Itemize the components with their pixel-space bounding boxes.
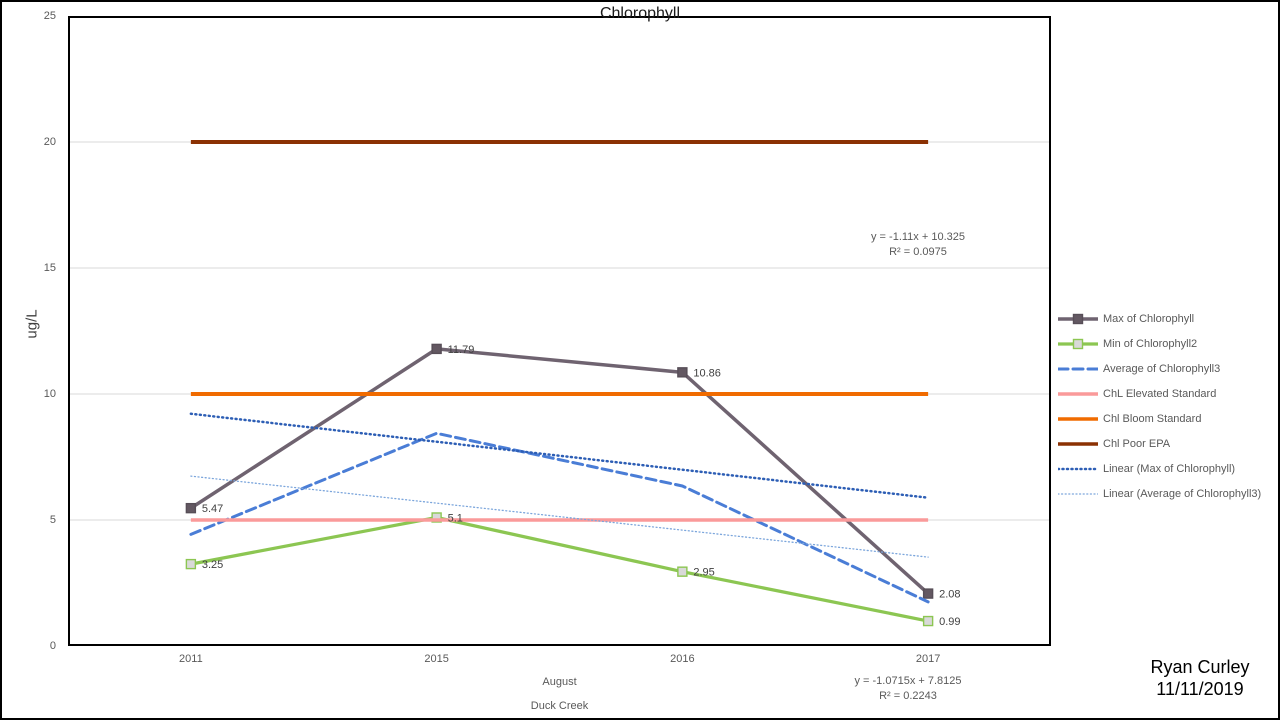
x-axis-group-label-month: August <box>542 676 577 688</box>
marker-min-of-chlorophyll2 <box>677 566 688 577</box>
y-tick-10: 10 <box>43 388 56 400</box>
legend-marker-sample <box>1072 338 1084 349</box>
legend-key-chl-bloom-standard <box>1058 416 1098 421</box>
legend-item-linear-average-of-chlorophyll3: Linear (Average of Chlorophyll3) <box>1058 481 1261 506</box>
data-label-min-of-chlorophyll2: 2.95 <box>693 567 714 579</box>
legend-item-chl-elevated-standard: ChL Elevated Standard <box>1058 381 1261 406</box>
x-tick-2016: 2016 <box>670 653 695 665</box>
legend-key-max-of-chlorophyll <box>1058 313 1098 324</box>
marker-min-of-chlorophyll2 <box>922 615 934 627</box>
data-label-min-of-chlorophyll2: 5.1 <box>448 512 463 524</box>
plot-area: 5.47 11.79 10.86 2.08 3.25 5.1 2.95 0.99 <box>68 16 1051 646</box>
data-label-min-of-chlorophyll2: 0.99 <box>939 616 960 628</box>
chart-legend: Max of Chlorophyll Min of Chlorophyll2 Ave… <box>1058 306 1261 506</box>
data-label-max-of-chlorophyll: 2.08 <box>939 589 960 601</box>
legend-item-average-of-chlorophyll3: Average of Chlorophyll3 <box>1058 356 1261 381</box>
legend-key-chl-elevated-standard <box>1058 391 1098 396</box>
legend-key-min-of-chlorophyll2 <box>1058 338 1098 349</box>
marker-max-of-chlorophyll <box>922 588 934 599</box>
credit-name: Ryan Curley <box>1150 657 1250 677</box>
legend-item-chl-poor-epa: Chl Poor EPA <box>1058 431 1261 456</box>
x-tick-2011: 2011 <box>179 653 203 665</box>
trendline-equation-max-r2: R² = 0.0975 <box>889 246 947 258</box>
marker-min-of-chlorophyll2 <box>431 512 442 523</box>
legend-key-average-of-chlorophyll3 <box>1058 367 1098 370</box>
plot-svg: 5.47 11.79 10.86 2.08 3.25 5.1 2.95 0.99 <box>68 16 1051 646</box>
legend-item-linear-max-of-chlorophyll: Linear (Max of Chlorophyll) <box>1058 456 1261 481</box>
x-tick-2015: 2015 <box>424 653 449 665</box>
trendline-equation-average-r2: R² = 0.2243 <box>879 690 937 702</box>
x-tick-2017: 2017 <box>915 653 941 665</box>
series-line-max-of-chlorophyll <box>189 347 930 595</box>
marker-max-of-chlorophyll <box>431 343 442 355</box>
legend-label-linear-max-of-chlorophyll: Linear (Max of Chlorophyll) <box>1103 462 1236 475</box>
y-tick-15: 15 <box>43 262 56 274</box>
legend-label-average-of-chlorophyll3: Average of Chlorophyll3 <box>1103 362 1221 375</box>
marker-min-of-chlorophyll2 <box>185 558 197 570</box>
legend-key-linear-average-of-chlorophyll3 <box>1058 492 1098 495</box>
credit-block: Ryan Curley 11/11/2019 <box>1138 656 1262 700</box>
trendline-equation-average: y = -1.0715x + 7.8125 R² = 0.2243 <box>828 674 988 704</box>
credit-date: 11/11/2019 <box>1156 679 1244 699</box>
data-label-max-of-chlorophyll: 10.86 <box>693 367 721 379</box>
trendline-equation-max: y = -1.11x + 10.325 R² = 0.0975 <box>838 230 998 260</box>
legend-label-chl-bloom-standard: Chl Bloom Standard <box>1103 412 1202 425</box>
legend-key-linear-max-of-chlorophyll <box>1058 467 1098 470</box>
legend-label-max-of-chlorophyll: Max of Chlorophyll <box>1103 312 1195 325</box>
y-tick-20: 20 <box>43 136 56 148</box>
y-tick-25: 25 <box>43 10 56 22</box>
legend-label-chl-poor-epa: Chl Poor EPA <box>1103 437 1171 450</box>
y-axis-title: ug/L <box>23 309 41 339</box>
legend-item-min-of-chlorophyll2: Min of Chlorophyll2 <box>1058 331 1261 356</box>
legend-marker-sample <box>1072 313 1084 324</box>
legend-label-linear-average-of-chlorophyll3: Linear (Average of Chlorophyll3) <box>1103 487 1262 500</box>
data-label-max-of-chlorophyll: 11.79 <box>448 344 475 356</box>
x-axis-group-label-site: Duck Creek <box>530 700 589 712</box>
series-line-average-of-chlorophyll3 <box>189 431 930 604</box>
trendline-linear-average-of-chlorophyll3 <box>190 475 929 558</box>
legend-label-chl-elevated-standard: ChL Elevated Standard <box>1103 387 1217 400</box>
data-label-min-of-chlorophyll2: 3.25 <box>202 559 223 571</box>
series-line-min-of-chlorophyll2 <box>190 515 929 623</box>
trendline-linear-max-of-chlorophyll <box>189 412 930 499</box>
trendline-equation-max-formula: y = -1.11x + 10.325 <box>871 231 965 243</box>
marker-max-of-chlorophyll <box>677 367 688 378</box>
trendline-equation-average-formula: y = -1.0715x + 7.8125 <box>854 675 962 687</box>
legend-item-max-of-chlorophyll: Max of Chlorophyll <box>1058 306 1261 331</box>
marker-max-of-chlorophyll <box>185 502 197 514</box>
y-tick-5: 5 <box>49 514 56 526</box>
y-tick-0: 0 <box>49 640 56 652</box>
legend-key-chl-poor-epa <box>1058 441 1098 446</box>
data-label-max-of-chlorophyll: 5.47 <box>202 503 223 515</box>
legend-label-min-of-chlorophyll2: Min of Chlorophyll2 <box>1103 337 1198 350</box>
legend-item-chl-bloom-standard: Chl Bloom Standard <box>1058 406 1261 431</box>
plot-border <box>68 16 1051 646</box>
